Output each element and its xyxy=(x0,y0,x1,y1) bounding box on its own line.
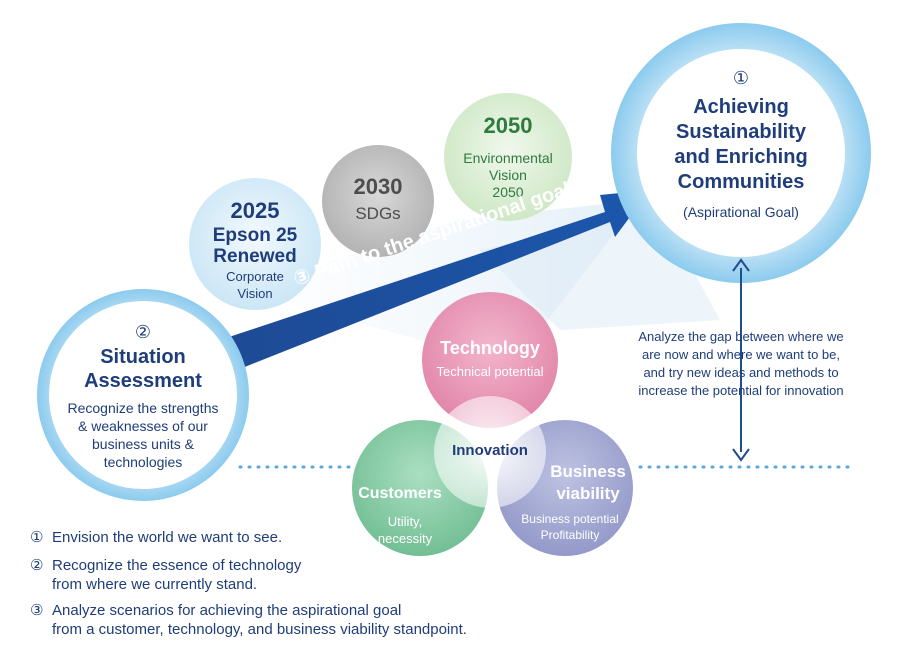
milestone-2050-line-2: Vision xyxy=(489,167,527,183)
legend-number: ③ xyxy=(30,602,44,619)
gap-text-line-2: are now and where we want to be, xyxy=(641,347,840,362)
situation-body-line-3: business units & xyxy=(92,436,194,452)
goal-title-line-3: and Enriching xyxy=(674,146,808,168)
goal-number: ① xyxy=(732,68,750,88)
gap-text-line-1: Analyze the gap between where we xyxy=(638,329,844,344)
situation-body-line-1: Recognize the strengths xyxy=(67,400,219,416)
legend-text: Envision the world we want to see. xyxy=(52,529,283,546)
situation-title-line-2: Assessment xyxy=(84,370,202,392)
goal-inner-circle xyxy=(637,49,845,257)
venn-customers-title: Customers xyxy=(358,485,442,502)
venn-business-title-1: Business xyxy=(550,462,626,481)
venn-technology xyxy=(422,292,558,428)
venn-business-sub-1: Business potential xyxy=(521,512,619,526)
milestone-2025-year: 2025 xyxy=(230,198,280,223)
venn-business-sub-2: Profitability xyxy=(540,528,600,542)
milestone-2050-line-3: 2050 xyxy=(492,184,524,200)
situation-inner-circle xyxy=(49,301,237,489)
gap-arrow-down-icon xyxy=(732,448,750,462)
gap-text-line-4: increase the potential for innovation xyxy=(638,383,844,398)
gap-arrow-up-icon xyxy=(732,258,750,272)
situation-title-line-1: Situation xyxy=(100,346,186,368)
gap-text-line-3: and try new ideas and methods to xyxy=(643,365,839,380)
milestone-2030-line-1: SDGs xyxy=(355,204,401,223)
path-arrow xyxy=(220,190,650,372)
goal-title-line-4: Communities xyxy=(677,171,805,193)
legend-item-2: ② Recognize the essence of technology fro… xyxy=(30,556,301,594)
venn-technology-title: Technology xyxy=(440,338,540,358)
circle-2025 xyxy=(189,178,321,310)
venn-technology-sub: Technical potential xyxy=(436,364,544,379)
goal-subtitle: (Aspirational Goal) xyxy=(683,204,799,220)
legend-text: Analyze scenarios for achieving the aspi… xyxy=(52,602,402,619)
legend-number: ② xyxy=(30,557,44,574)
goal-title-line-1: Achieving xyxy=(693,96,789,118)
legend-number: ① xyxy=(30,529,44,546)
circle-2050 xyxy=(444,93,572,221)
milestone-2050-line-1: Environmental xyxy=(463,150,553,166)
legend-item-3: ③ Analyze scenarios for achieving the asp… xyxy=(30,601,467,639)
venn-customers-sub-1: Utility, xyxy=(387,514,423,529)
legend-text: Recognize the essence of technology xyxy=(52,557,302,574)
milestone-2025-sub-2: Vision xyxy=(237,286,273,301)
milestone-2030-year: 2030 xyxy=(353,174,403,199)
situation-number: ② xyxy=(134,322,152,342)
circle-2030 xyxy=(322,145,434,257)
milestone-2025-sub-1: Corporate xyxy=(226,269,284,284)
venn-customers-sub-2: necessity xyxy=(377,531,433,546)
venn-business-title-2: viability xyxy=(556,484,620,503)
situation-body-line-2: & weaknesses of our xyxy=(78,418,208,434)
situation-body-line-4: technologies xyxy=(103,454,183,470)
goal-title-line-2: Sustainability xyxy=(675,121,807,143)
milestone-2025-line-2: Renewed xyxy=(213,246,297,267)
venn-innovation-glow xyxy=(434,396,546,508)
legend-text-cont: from where we currently stand. xyxy=(52,576,258,593)
venn-innovation-label: Innovation xyxy=(452,442,528,459)
milestone-2025-line-1: Epson 25 xyxy=(212,225,298,246)
milestone-2050-year: 2050 xyxy=(483,113,533,138)
legend-text-cont: from a customer, technology, and busines… xyxy=(52,621,467,638)
legend-item-1: ① Envision the world we want to see. xyxy=(30,528,282,547)
